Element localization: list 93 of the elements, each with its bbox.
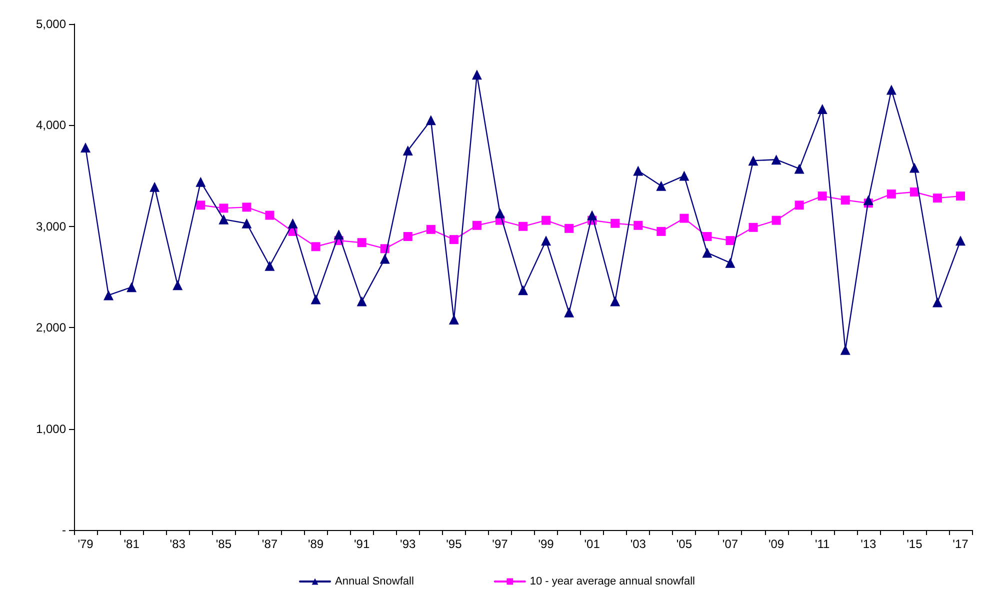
x-tick-label: '11 (814, 537, 830, 551)
x-tick-label: '89 (308, 537, 324, 551)
point (748, 222, 758, 232)
x-tick-label: '81 (124, 537, 140, 551)
point (634, 220, 643, 230)
x-tick-label: '01 (584, 537, 600, 551)
y-tick-label: 3,000 (36, 219, 66, 234)
point (196, 200, 206, 210)
point (610, 218, 620, 228)
point (587, 210, 598, 220)
point (886, 84, 896, 95)
x-tick-label: '87 (262, 537, 278, 551)
point (104, 290, 114, 300)
x-tick-label: '85 (216, 537, 232, 551)
point (564, 224, 574, 233)
point (219, 204, 228, 213)
point (794, 200, 804, 210)
point (772, 216, 781, 225)
point (633, 166, 644, 176)
point (403, 232, 412, 242)
point (449, 235, 458, 244)
point (196, 176, 206, 187)
y-tick-label: - (62, 523, 66, 537)
point (656, 180, 666, 191)
point (541, 236, 552, 246)
x-tick-label: '97 (492, 537, 508, 551)
point (311, 242, 320, 252)
point (310, 294, 321, 304)
x-tick-label: '15 (906, 537, 923, 551)
x-tick-label: '05 (676, 537, 692, 551)
point (218, 214, 229, 224)
point (172, 280, 183, 290)
point (771, 154, 782, 165)
x-tick-label: '99 (538, 537, 554, 551)
point (402, 146, 413, 156)
x-tick-label: '07 (722, 537, 738, 551)
point (242, 218, 252, 228)
point (886, 190, 896, 199)
point (426, 115, 436, 126)
point (518, 222, 528, 231)
point (932, 297, 942, 308)
point (126, 282, 137, 292)
point (357, 238, 366, 248)
point (264, 260, 275, 271)
point (956, 192, 965, 201)
point (494, 208, 505, 218)
x-tick-label: '09 (768, 537, 784, 551)
x-tick-label: '83 (170, 537, 186, 551)
legend-label: 10 - year average annual snowfall (530, 576, 695, 588)
point (472, 70, 482, 80)
point (542, 216, 551, 225)
point (702, 248, 712, 258)
point (356, 296, 367, 306)
point (863, 195, 874, 206)
point (265, 210, 274, 220)
legend-label: Annual Snowfall (335, 576, 414, 588)
point (680, 214, 689, 223)
point (472, 220, 482, 230)
point (817, 104, 828, 114)
point (726, 236, 735, 246)
point (564, 307, 574, 318)
x-tick-label: '13 (860, 537, 877, 551)
y-tick-label: 2,000 (36, 320, 66, 335)
point (518, 285, 528, 296)
y-tick-label: 1,000 (36, 422, 66, 436)
point (702, 232, 712, 242)
y-tick-label: 4,000 (36, 118, 66, 132)
point (679, 170, 690, 181)
point (748, 156, 758, 166)
x-tick-label: '17 (952, 537, 969, 551)
x-tick-label: '95 (446, 537, 462, 551)
x-tick-label: '79 (78, 537, 94, 551)
point (840, 196, 850, 205)
point (380, 254, 390, 264)
x-tick-label: '93 (400, 537, 416, 551)
x-tick-label: '91 (354, 537, 370, 551)
point (80, 142, 91, 152)
point (448, 314, 459, 325)
point (955, 236, 966, 246)
point (610, 296, 620, 306)
point (426, 224, 436, 234)
point (656, 226, 666, 236)
point (334, 229, 344, 240)
point (150, 182, 160, 192)
point (794, 164, 804, 174)
point (242, 202, 252, 212)
x-tick-label: '03 (630, 537, 646, 551)
point (909, 162, 920, 173)
point (725, 258, 736, 268)
y-tick-label: 5,000 (36, 17, 66, 31)
point (932, 194, 942, 203)
point (818, 192, 827, 201)
point (288, 218, 298, 228)
